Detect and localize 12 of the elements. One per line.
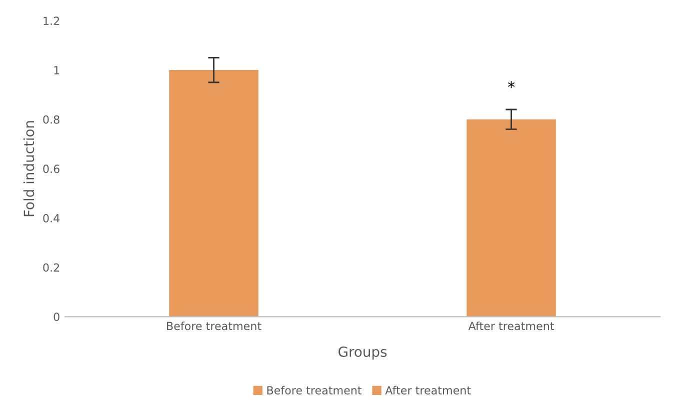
y-tick-label: 0.6 <box>43 164 60 174</box>
y-tick-label: 1 <box>54 66 60 74</box>
y-axis-title: Fold induction <box>23 121 34 216</box>
annotation: * <box>508 81 515 88</box>
legend-label: After treatment <box>385 386 471 395</box>
y-tick-label: 0.8 <box>43 115 60 124</box>
x-axis-title: Groups <box>338 346 387 360</box>
legend-label: Before treatment <box>267 386 362 395</box>
y-tick-label: 0.2 <box>43 263 60 272</box>
y-tick-label: 0.4 <box>43 214 60 222</box>
y-tick-label: 0 <box>54 312 60 322</box>
y-tick-label: 1.2 <box>44 16 60 25</box>
